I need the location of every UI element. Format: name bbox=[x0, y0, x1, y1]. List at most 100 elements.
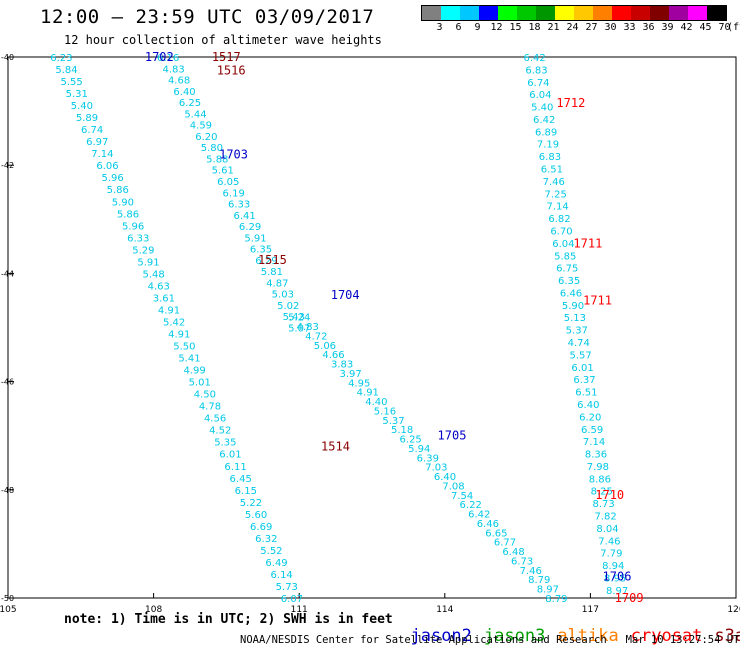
wave-height-value: 5.57 bbox=[570, 350, 592, 361]
wave-height-value: 5.73 bbox=[276, 582, 298, 593]
wave-height-value: 5.89 bbox=[76, 113, 98, 124]
map-subtitle: 12 hour collection of altimeter wave hei… bbox=[64, 33, 382, 47]
x-tick-label: 117 bbox=[582, 605, 599, 615]
wave-height-value: 5.02 bbox=[277, 301, 299, 312]
wave-height-value: 6.46 bbox=[560, 288, 582, 299]
wave-height-value: 5.29 bbox=[132, 245, 154, 256]
wave-height-value: 5.44 bbox=[184, 109, 206, 120]
scale-label: (ft) bbox=[727, 22, 740, 33]
wave-height-value: 4.91 bbox=[158, 305, 180, 316]
wave-height-value: 5.22 bbox=[240, 498, 262, 509]
wave-height-value: 6.69 bbox=[250, 522, 272, 533]
pass-time-label: 1706 bbox=[603, 569, 632, 583]
wave-height-value: 5.07 bbox=[288, 324, 310, 335]
y-tick-label: -48 bbox=[1, 486, 14, 495]
scale-swatch bbox=[536, 6, 555, 20]
wave-height-value: 6.75 bbox=[556, 264, 578, 275]
wave-height-value: 4.50 bbox=[194, 390, 216, 401]
pass-time-label: 1704 bbox=[331, 288, 360, 302]
scale-swatch bbox=[669, 6, 688, 20]
wave-height-value: 7.54 bbox=[451, 491, 473, 502]
wave-height-value: 5.81 bbox=[261, 267, 283, 278]
legend-s3a: s3a bbox=[714, 626, 740, 646]
axis-ticks: 105 108 111 114 117 120 -40 -42 -44 -46 -48 -50 bbox=[0, 53, 740, 615]
wave-height-value: 8.97 bbox=[606, 586, 628, 597]
wave-height-value: 6.29 bbox=[255, 256, 277, 267]
wave-height-value: 3.83 bbox=[331, 360, 353, 371]
wave-height-value: 6.04 bbox=[529, 90, 551, 101]
y-tick-label: -40 bbox=[1, 53, 14, 62]
wave-height-value: 6.14 bbox=[271, 570, 293, 581]
wave-height-value: 6.40 bbox=[434, 472, 456, 483]
scale-swatch bbox=[460, 6, 479, 20]
wave-height-value: 4.59 bbox=[190, 121, 212, 132]
wave-height-value: 5.90 bbox=[112, 197, 134, 208]
scale-swatch bbox=[650, 6, 669, 20]
scale-label: 18 bbox=[528, 22, 541, 33]
wave-height-value: 5.91 bbox=[244, 233, 266, 244]
pass-time-label: 1702 bbox=[145, 50, 174, 64]
pass-time-label: 1517 bbox=[212, 50, 241, 64]
wave-height-value: 8.94 bbox=[602, 561, 624, 572]
wave-height-value: 6.37 bbox=[573, 375, 595, 386]
wave-height-value: 5.50 bbox=[173, 342, 195, 353]
pass-time-label: 1711 bbox=[573, 237, 602, 251]
scale-swatch bbox=[517, 6, 536, 20]
wave-height-value: 5.61 bbox=[212, 166, 234, 177]
wave-height-value: 8.79 bbox=[545, 594, 567, 605]
wave-height-value: 4.78 bbox=[199, 402, 221, 413]
wave-height-value: 6.33 bbox=[228, 200, 250, 211]
wave-height-value: 6.05 bbox=[217, 177, 239, 188]
y-tick-label: -44 bbox=[1, 269, 14, 278]
scale-label: 9 bbox=[474, 22, 481, 33]
scale-label: 70 bbox=[718, 22, 731, 33]
wave-height-value: 5.85 bbox=[554, 251, 576, 262]
scale-label: 30 bbox=[604, 22, 617, 33]
wave-height-value: 5.37 bbox=[382, 416, 404, 427]
legend-altika: altika bbox=[557, 626, 619, 646]
wave-height-value: 5.35 bbox=[214, 438, 236, 449]
wave-height-value: 5.55 bbox=[60, 77, 82, 88]
wave-height-value: 6.70 bbox=[550, 226, 572, 237]
wave-height-value: 7.46 bbox=[598, 536, 620, 547]
pass-time-label: 1712 bbox=[556, 96, 585, 110]
wave-height-value: 6.48 bbox=[502, 547, 524, 558]
wave-height-value: 6.83 bbox=[525, 65, 547, 76]
wave-height-value: 7.25 bbox=[545, 189, 567, 200]
wave-height-value: 6.39 bbox=[417, 453, 439, 464]
x-tick-label: 120 bbox=[727, 605, 740, 615]
wave-height-value: 6.40 bbox=[577, 400, 599, 411]
wave-height-value: 5.96 bbox=[122, 221, 144, 232]
scale-swatch bbox=[479, 6, 498, 20]
wave-height-value: 6.65 bbox=[485, 528, 507, 539]
scale-swatch bbox=[631, 6, 650, 20]
scale-label: 33 bbox=[623, 22, 636, 33]
wave-height-value: 4.91 bbox=[168, 330, 190, 341]
wave-height-value: 6.83 bbox=[539, 152, 561, 163]
wave-height-value: 6.06 bbox=[96, 161, 118, 172]
legend-cryosat: cryosat bbox=[630, 626, 703, 646]
wave-height-value: 8.86 bbox=[589, 474, 611, 485]
pass-time-label: 1709 bbox=[615, 591, 644, 605]
wave-height-value: 6.41 bbox=[233, 211, 255, 222]
wave-height-value: 7.19 bbox=[537, 140, 559, 151]
wave-height-value: 6.20 bbox=[579, 412, 601, 423]
wave-height-value: 6.97 bbox=[86, 137, 108, 148]
scale-label: 45 bbox=[699, 22, 712, 33]
scale-swatch bbox=[688, 6, 707, 20]
wave-height-value: 6.32 bbox=[255, 534, 277, 545]
wave-height-value: 5.94 bbox=[408, 444, 430, 455]
wave-height-value: 6.29 bbox=[239, 222, 261, 233]
wave-height-value: 6.40 bbox=[173, 87, 195, 98]
wave-height-value: 4.68 bbox=[168, 76, 190, 87]
wave-height-value: 6.42 bbox=[468, 510, 490, 521]
map-title: 12:00 – 23:59 UTC 03/09/2017 bbox=[40, 6, 375, 28]
wave-height-value: 7.82 bbox=[594, 512, 616, 523]
y-tick-label: -50 bbox=[1, 594, 14, 603]
wave-height-value: 8.25 bbox=[591, 487, 613, 498]
wave-height-value: 5.88 bbox=[206, 154, 228, 165]
altimeter-tracks: 6.235.845.555.315.405.896.746.977.146.06… bbox=[50, 53, 628, 605]
pass-time-label: 1703 bbox=[219, 147, 248, 161]
scale-swatch bbox=[612, 6, 631, 20]
